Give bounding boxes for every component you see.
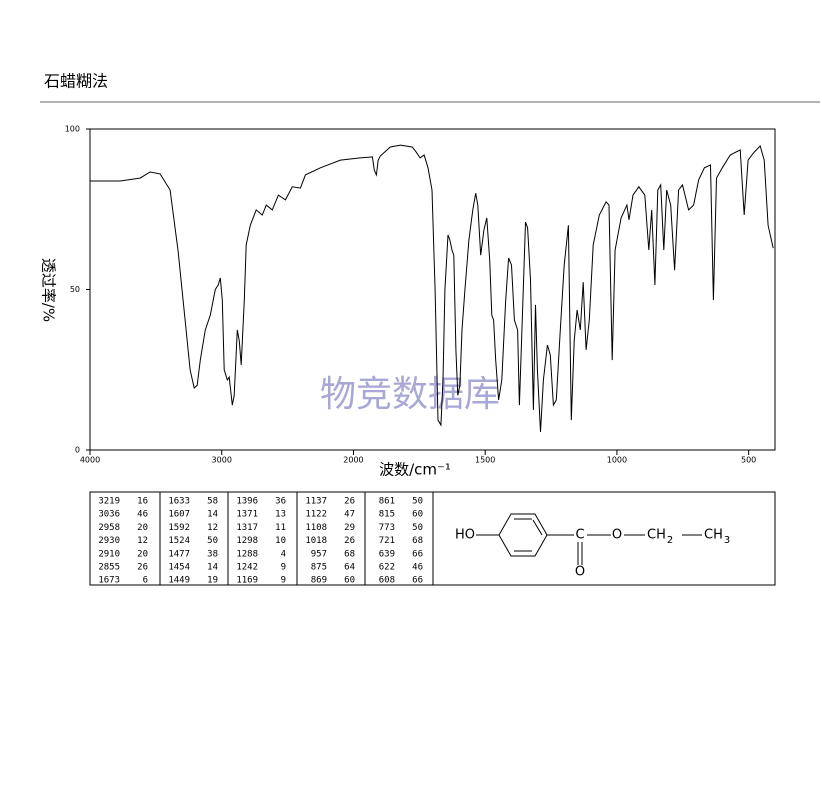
peak-wavenumber: 1371 [236, 510, 258, 520]
y-tick-label: 50 [70, 285, 80, 294]
peak-wavenumber: 2958 [98, 523, 120, 533]
peak-intensity: 14 [207, 563, 218, 573]
peak-intensity: 50 [207, 536, 218, 546]
peak-wavenumber: 815 [379, 510, 395, 520]
peak-wavenumber: 622 [379, 563, 395, 573]
structure-bonds [476, 513, 702, 565]
peak-wavenumber: 1673 [98, 576, 120, 586]
peak-intensity: 20 [137, 523, 148, 533]
peak-intensity: 12 [137, 536, 148, 546]
x-tick-label: 2000 [343, 456, 363, 465]
peak-intensity: 26 [344, 536, 355, 546]
peak-wavenumber: 1288 [236, 549, 258, 559]
peak-intensity: 6 [143, 576, 148, 586]
structure-label: 3 [724, 535, 730, 546]
peak-wavenumber: 639 [379, 549, 395, 559]
peak-intensity: 4 [281, 549, 286, 559]
y-tick-label: 0 [75, 446, 80, 455]
peak-intensity: 50 [412, 497, 423, 507]
peak-wavenumber: 1633 [168, 497, 190, 507]
peak-intensity: 13 [275, 510, 286, 520]
peak-intensity: 58 [207, 497, 218, 507]
peak-intensity: 38 [207, 549, 218, 559]
structure-label: C [575, 528, 584, 543]
peak-intensity: 68 [412, 536, 423, 546]
peak-wavenumber: 2855 [98, 563, 120, 573]
peak-wavenumber: 1108 [305, 523, 327, 533]
peak-wavenumber: 1317 [236, 523, 258, 533]
x-tick-label: 500 [741, 456, 756, 465]
peak-wavenumber: 1396 [236, 497, 258, 507]
x-tick-label: 1000 [607, 456, 627, 465]
peak-wavenumber: 1477 [168, 549, 190, 559]
peak-intensity: 60 [412, 510, 423, 520]
peak-wavenumber: 3036 [98, 510, 120, 520]
peak-wavenumber: 1607 [168, 510, 190, 520]
x-axis-label: 波数/cm⁻¹ [379, 461, 451, 479]
peak-intensity: 66 [412, 549, 423, 559]
y-axis-label: 透过率/% [40, 258, 58, 322]
peak-wavenumber: 1169 [236, 576, 258, 586]
peak-wavenumber: 1449 [168, 576, 190, 586]
peak-intensity: 11 [275, 523, 286, 533]
peak-wavenumber: 1242 [236, 563, 258, 573]
structure-label: O [612, 528, 622, 543]
peak-intensity: 50 [412, 523, 423, 533]
peak-wavenumber: 1524 [168, 536, 190, 546]
peak-wavenumber: 875 [311, 563, 327, 573]
page-title: 石蜡糊法 [44, 72, 108, 91]
peak-intensity: 64 [344, 563, 355, 573]
peak-intensity: 9 [281, 563, 286, 573]
peak-wavenumber: 3219 [98, 497, 120, 507]
peak-wavenumber: 1298 [236, 536, 258, 546]
peak-wavenumber: 2910 [98, 549, 120, 559]
peak-wavenumber: 1018 [305, 536, 327, 546]
structure-label: CH [704, 528, 723, 543]
peak-intensity: 9 [281, 576, 286, 586]
x-tick-label: 1500 [475, 456, 495, 465]
peak-wavenumber: 773 [379, 523, 395, 533]
table-dividers [159, 492, 434, 585]
peak-wavenumber: 721 [379, 536, 395, 546]
peak-wavenumber: 1122 [305, 510, 327, 520]
peak-wavenumber: 1592 [168, 523, 190, 533]
peak-wavenumber: 869 [311, 576, 327, 586]
structure-label: 2 [667, 535, 673, 546]
peak-intensity: 60 [344, 576, 355, 586]
peak-intensity: 20 [137, 549, 148, 559]
peak-intensity: 47 [344, 510, 355, 520]
peak-wavenumber: 957 [311, 549, 327, 559]
peak-intensity: 26 [137, 563, 148, 573]
peak-intensity: 68 [344, 549, 355, 559]
peak-intensity: 14 [207, 510, 218, 520]
peak-intensity: 12 [207, 523, 218, 533]
peak-wavenumber: 1454 [168, 563, 190, 573]
x-tick-label: 3000 [212, 456, 232, 465]
peak-intensity: 10 [275, 536, 286, 546]
peak-wavenumber: 2930 [98, 536, 120, 546]
structure-label: CH [647, 528, 666, 543]
peak-wavenumber: 861 [379, 497, 395, 507]
peak-intensity: 66 [412, 576, 423, 586]
peak-intensity: 46 [137, 510, 148, 520]
peak-intensity: 19 [207, 576, 218, 586]
peak-wavenumber: 608 [379, 576, 395, 586]
watermark: 物竞数据库 [320, 374, 500, 415]
x-tick-label: 4000 [80, 456, 100, 465]
peak-intensity: 36 [275, 497, 286, 507]
peak-intensity: 16 [137, 497, 148, 507]
peak-intensity: 26 [344, 497, 355, 507]
peak-wavenumber: 1137 [305, 497, 327, 507]
structure-label: HO [455, 528, 475, 543]
spectrum-line [90, 144, 774, 433]
peak-intensity: 46 [412, 563, 423, 573]
peak-intensity: 29 [344, 523, 355, 533]
structure-label: O [575, 565, 585, 580]
y-tick-label: 100 [65, 125, 80, 134]
